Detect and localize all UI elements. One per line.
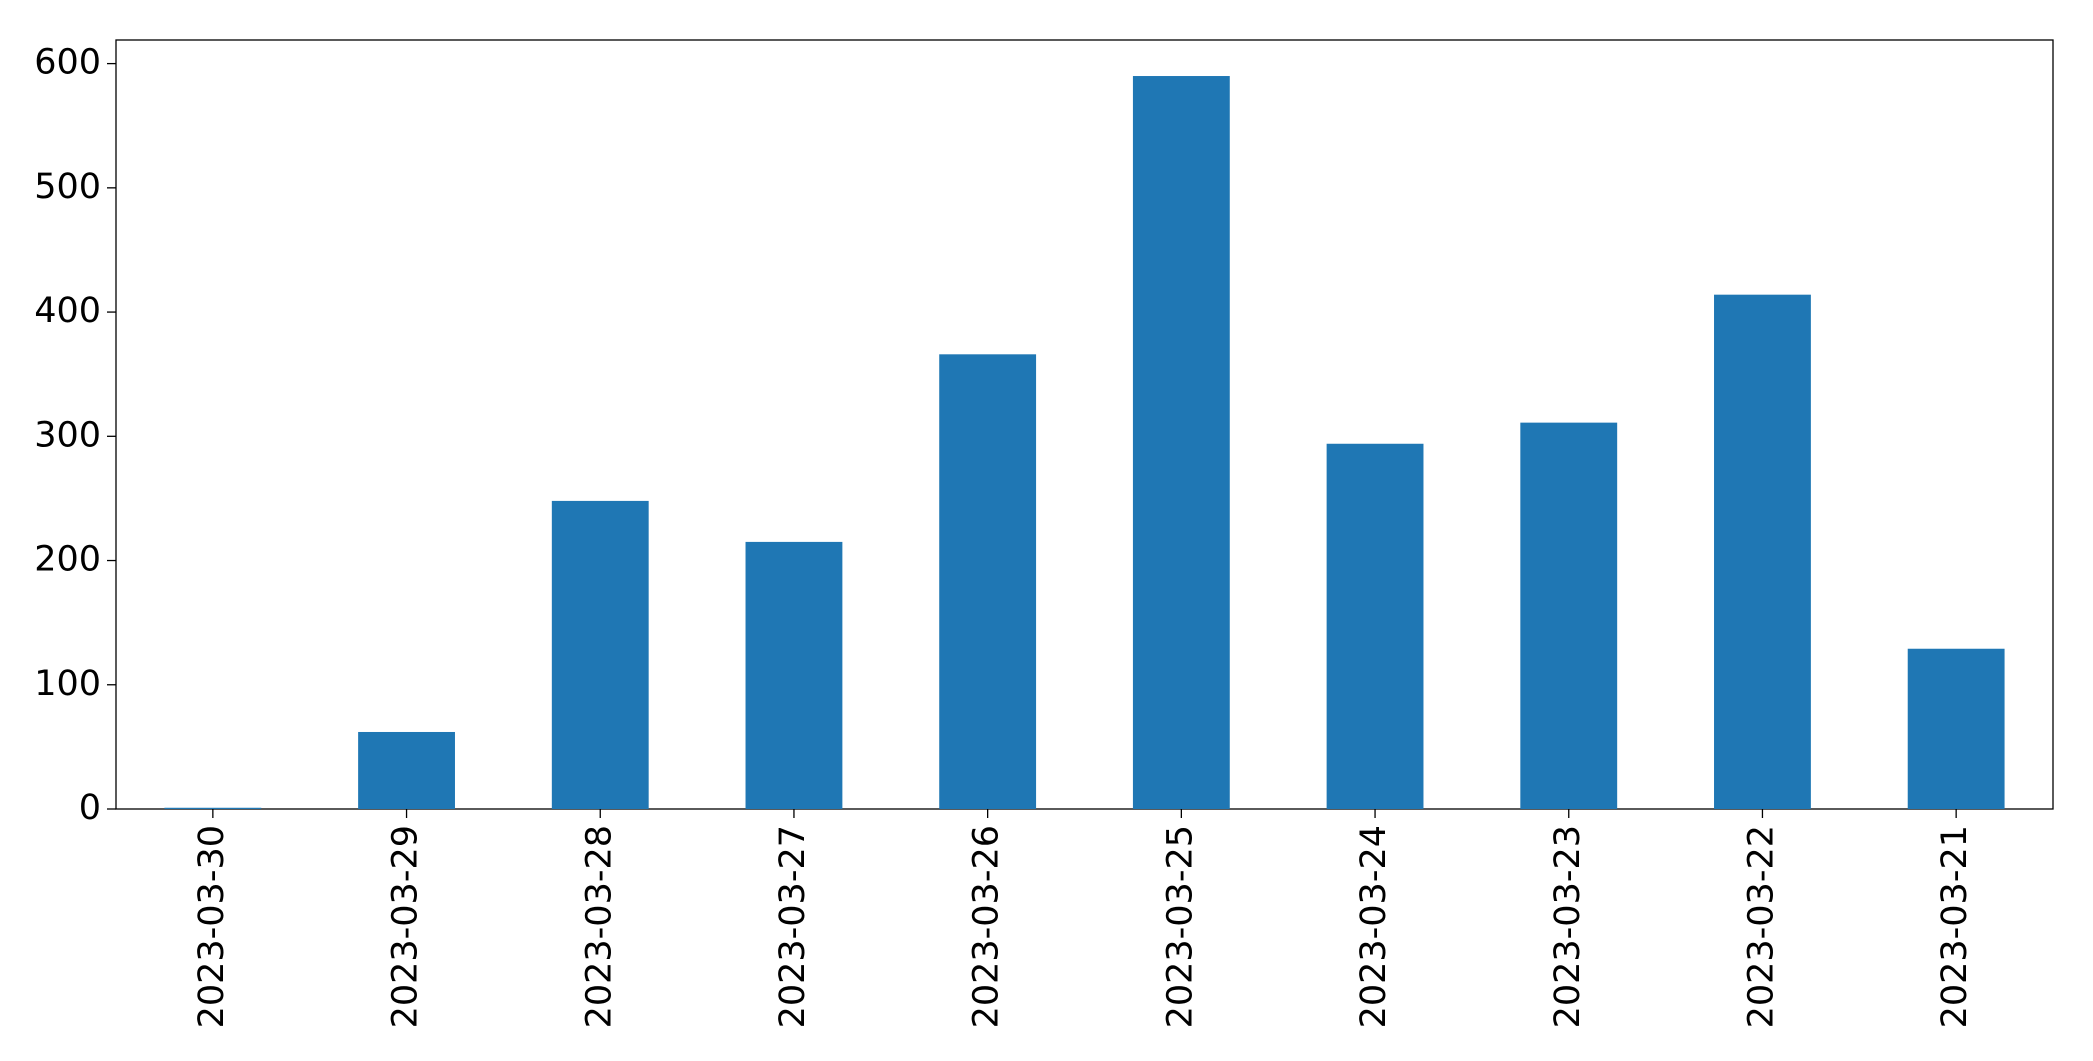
bar	[358, 731, 455, 809]
y-tick-label: 300	[34, 415, 101, 455]
bar	[745, 541, 843, 809]
bar	[1326, 443, 1424, 809]
x-tick-label: 2023-03-25	[1160, 825, 1200, 1028]
x-tick-label: 2023-03-21	[1935, 825, 1975, 1028]
bar	[1714, 294, 1811, 810]
bar	[939, 354, 1037, 809]
y-tick-label: 200	[34, 540, 101, 580]
y-tick-label: 600	[34, 43, 101, 83]
axes-frame	[115, 39, 2054, 810]
x-tick-label: 2023-03-29	[386, 825, 426, 1028]
bar	[1907, 648, 2005, 809]
bar	[1132, 76, 1230, 809]
y-tick-label: 0	[79, 788, 101, 828]
x-tick-label: 2023-03-24	[1354, 825, 1394, 1028]
bar	[551, 500, 649, 809]
y-tick-label: 400	[34, 291, 101, 331]
x-tick-label: 2023-03-22	[1741, 825, 1781, 1028]
x-tick-label: 2023-03-30	[192, 825, 232, 1028]
x-tick-label: 2023-03-26	[967, 825, 1007, 1028]
x-tick-label: 2023-03-28	[579, 825, 619, 1028]
y-tick-label: 100	[34, 664, 101, 704]
bar	[1520, 422, 1618, 809]
x-tick-label: 2023-03-27	[773, 825, 813, 1028]
x-tick-label: 2023-03-23	[1548, 825, 1588, 1028]
bar	[164, 807, 262, 809]
y-tick-label: 500	[34, 167, 101, 207]
